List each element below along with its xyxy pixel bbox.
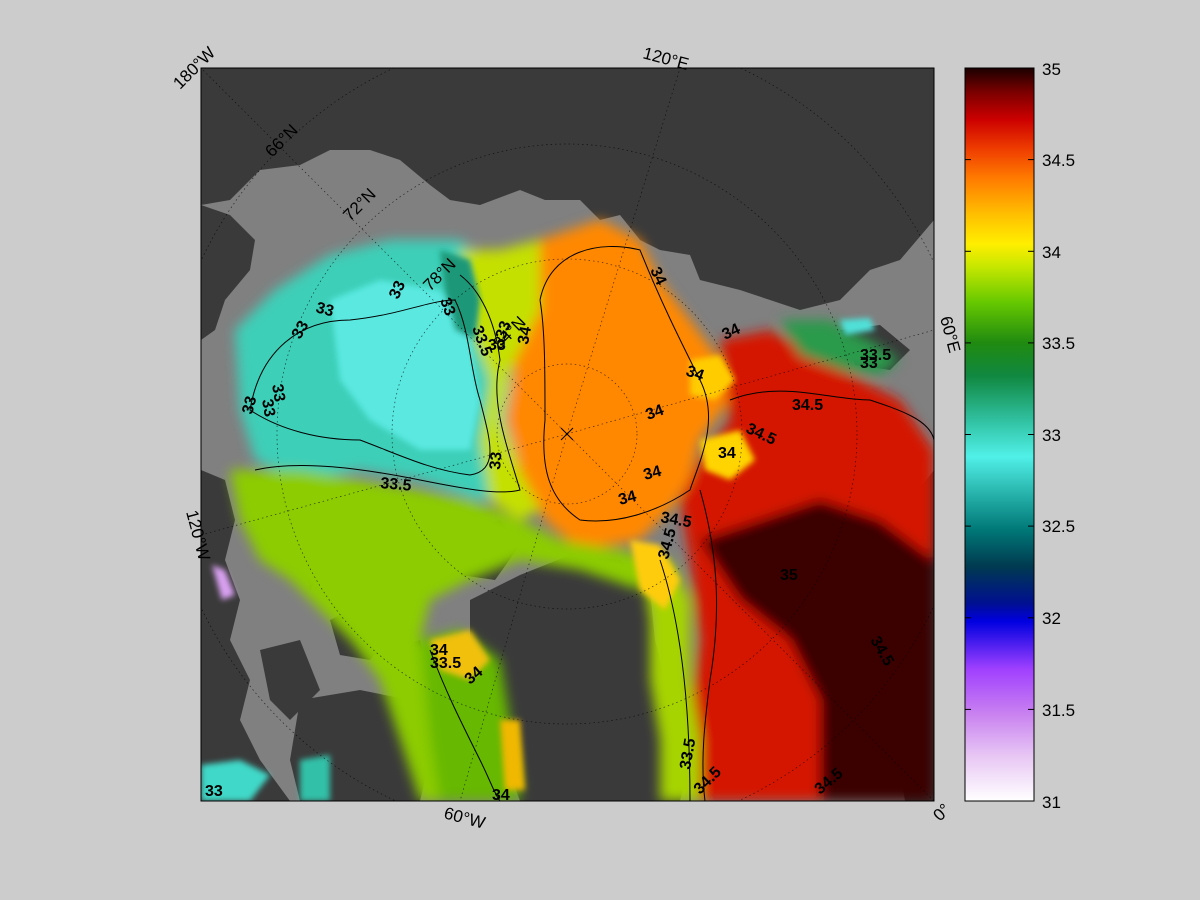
colorbar-ticks xyxy=(965,159,1034,710)
colorbar-tick-label: 34 xyxy=(1042,243,1061,262)
contour-34-eastgreenland xyxy=(659,559,691,801)
contour-label: 34 xyxy=(684,363,707,385)
baffin-cyan-patch xyxy=(300,755,330,801)
labrador-cyan-patch xyxy=(201,760,270,801)
meridian-label-0: 0° xyxy=(929,800,954,825)
contour-label: 33 xyxy=(487,451,505,470)
meridian-120e xyxy=(566,68,681,435)
contour-label: 33 xyxy=(314,299,336,320)
meridian-label-60w: 60°W xyxy=(442,804,487,833)
contour-label: 35 xyxy=(780,567,798,584)
map-frame xyxy=(200,67,935,802)
colorbar-tick-label: 32 xyxy=(1042,609,1061,628)
contour-label: 33 xyxy=(860,355,878,372)
contour-label: 34 xyxy=(720,321,743,344)
contour-label: 33 xyxy=(205,783,223,800)
colorbar-tick-label: 31.5 xyxy=(1042,701,1075,720)
contour-label: 34.5 xyxy=(659,509,693,531)
transpolar-yellow-band xyxy=(460,240,560,520)
meridian-180w xyxy=(201,68,568,435)
contour-label: 34 xyxy=(617,488,639,509)
svalbard-yellow-patch xyxy=(700,430,755,480)
parallel-72n xyxy=(276,143,858,725)
canada-landmass xyxy=(201,470,290,801)
salinity-field xyxy=(201,220,934,801)
contour-label: 33 xyxy=(258,398,278,419)
kara-sea-green xyxy=(780,320,900,375)
siberia-landmass xyxy=(201,68,934,310)
beaufort-core-cyan xyxy=(330,280,480,450)
contour-label: 33 xyxy=(493,319,515,342)
barents-yellow-patch xyxy=(690,355,735,400)
meridian-label-60e: 60°E xyxy=(936,314,964,355)
north-pole-marker xyxy=(560,427,574,441)
contour-label: 33.5 xyxy=(430,655,461,672)
meridian-60e xyxy=(566,329,934,435)
contour-label: 33.5 xyxy=(380,475,413,495)
greenland-landmass xyxy=(470,555,690,801)
contour-33-5-edge xyxy=(254,274,521,493)
contour-label: 33 xyxy=(488,337,506,354)
contour-label: 34 xyxy=(718,445,736,462)
kara-cyan-patch xyxy=(840,318,875,335)
colorbar-tick-label: 34.5 xyxy=(1042,151,1075,170)
caa-green-channels xyxy=(230,470,660,801)
contour-label: 34.5 xyxy=(792,397,823,414)
colorbar-tick-label: 33 xyxy=(1042,426,1061,445)
meridian-120w xyxy=(201,433,568,536)
nares-yellow-patch xyxy=(430,630,490,680)
meridian-0 xyxy=(566,433,934,801)
contour-33-beaufort xyxy=(249,299,491,476)
canada-coast-violet xyxy=(212,565,235,600)
graticule xyxy=(201,68,934,801)
contour-label: 33 xyxy=(239,394,260,416)
colorbar-tick-label: 31 xyxy=(1042,793,1061,812)
parallel-84n xyxy=(496,363,638,505)
colorbar-tick-label: 33.5 xyxy=(1042,334,1075,353)
contour-label: 33 xyxy=(386,278,409,301)
contour-label: 33.5 xyxy=(677,737,699,771)
map-panel: 33 33 33 33 33 33 33 33 33 33.5 33.5 33.… xyxy=(201,68,934,804)
eurasian-basin-orange xyxy=(505,220,730,550)
colorbar-tick-label: 35 xyxy=(1042,60,1061,79)
contour-label: 34 xyxy=(430,642,448,659)
contour-34-transpolar xyxy=(539,246,710,522)
alaska-landmass xyxy=(201,205,255,340)
parallel-78n xyxy=(391,258,743,610)
contour-label: 34 xyxy=(644,402,667,424)
contour-label: 33 xyxy=(289,318,313,342)
salinity-contours xyxy=(249,246,934,801)
contour-label: 33 xyxy=(436,296,458,319)
contour-label: 34 xyxy=(642,463,664,484)
contour-33-5-baffin xyxy=(429,649,501,801)
baffin-yellow-patch xyxy=(500,720,525,790)
contour-label: 33 xyxy=(268,383,288,404)
meridian-60w xyxy=(459,433,568,801)
contour-34-5-barents xyxy=(699,390,934,801)
beaufort-teal-edge xyxy=(440,250,480,340)
east-greenland-green xyxy=(640,560,700,801)
colorbar-gradient xyxy=(964,67,1035,802)
contour-label: 33.5 xyxy=(860,347,891,364)
colorbar-tick-label: 32.5 xyxy=(1042,517,1075,536)
greenland-sea-dark xyxy=(700,500,934,801)
east-greenland-yellow xyxy=(630,540,680,610)
contour-label: 34 xyxy=(646,265,669,288)
baffin-bay-green xyxy=(420,630,520,801)
contour-label: 34 xyxy=(515,325,535,346)
colorbar: 35 34.5 34 33.5 33 32.5 32 31.5 31 xyxy=(964,60,1075,812)
contour-labels: 33 33 33 33 33 33 33 33 33 33.5 33.5 33.… xyxy=(205,265,897,804)
contour-label: 34 xyxy=(492,787,510,804)
